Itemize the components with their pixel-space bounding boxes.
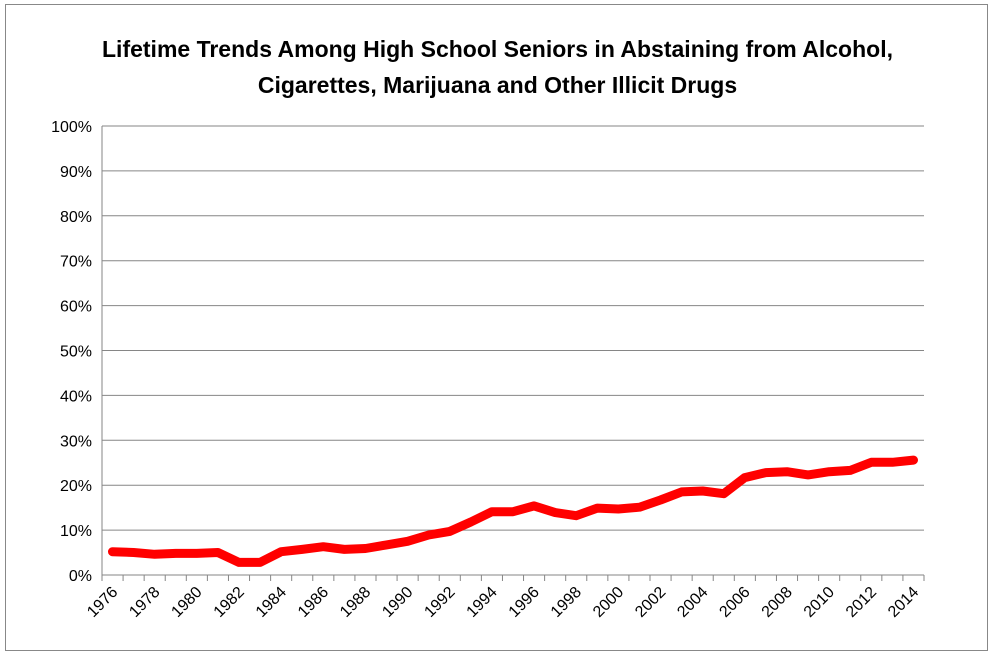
x-tick-label: 1978 [126,584,163,621]
x-tick-label: 2000 [590,584,627,621]
x-tick-label: 1998 [548,584,585,621]
x-tick-label: 2004 [674,584,711,621]
y-tick-label: 70% [60,254,92,271]
x-tick-label: 1988 [337,584,374,621]
y-tick-label: 20% [60,478,92,495]
y-tick-label: 30% [60,433,92,450]
x-tick-label: 2002 [632,584,669,621]
x-tick-label: 1984 [253,584,290,621]
x-tick-label: 1976 [84,584,121,621]
x-tick-label: 1996 [506,584,543,621]
x-tick-label: 2014 [885,584,922,621]
y-tick-label: 90% [60,164,92,181]
x-tick-label: 2006 [716,584,753,621]
x-tick-label: 1994 [464,584,501,621]
x-tick-label: 2010 [801,584,838,621]
y-tick-label: 50% [60,344,92,361]
y-tick-label: 60% [60,299,92,316]
y-tick-label: 80% [60,209,92,226]
y-tick-label: 100% [51,119,92,136]
x-tick-label: 1986 [295,584,332,621]
x-tick-label: 1980 [168,584,205,621]
y-tick-label: 40% [60,388,92,405]
y-tick-label: 10% [60,523,92,540]
x-tick-label: 1992 [421,584,458,621]
x-tick-label: 2008 [759,584,796,621]
y-tick-label: 0% [69,568,92,585]
x-tick-label: 2012 [843,584,880,621]
series-line [113,460,914,562]
chart-area: Lifetime Trends Among High School Senior… [5,4,988,651]
x-tick-label: 1982 [211,584,248,621]
x-tick-label: 1990 [379,584,416,621]
